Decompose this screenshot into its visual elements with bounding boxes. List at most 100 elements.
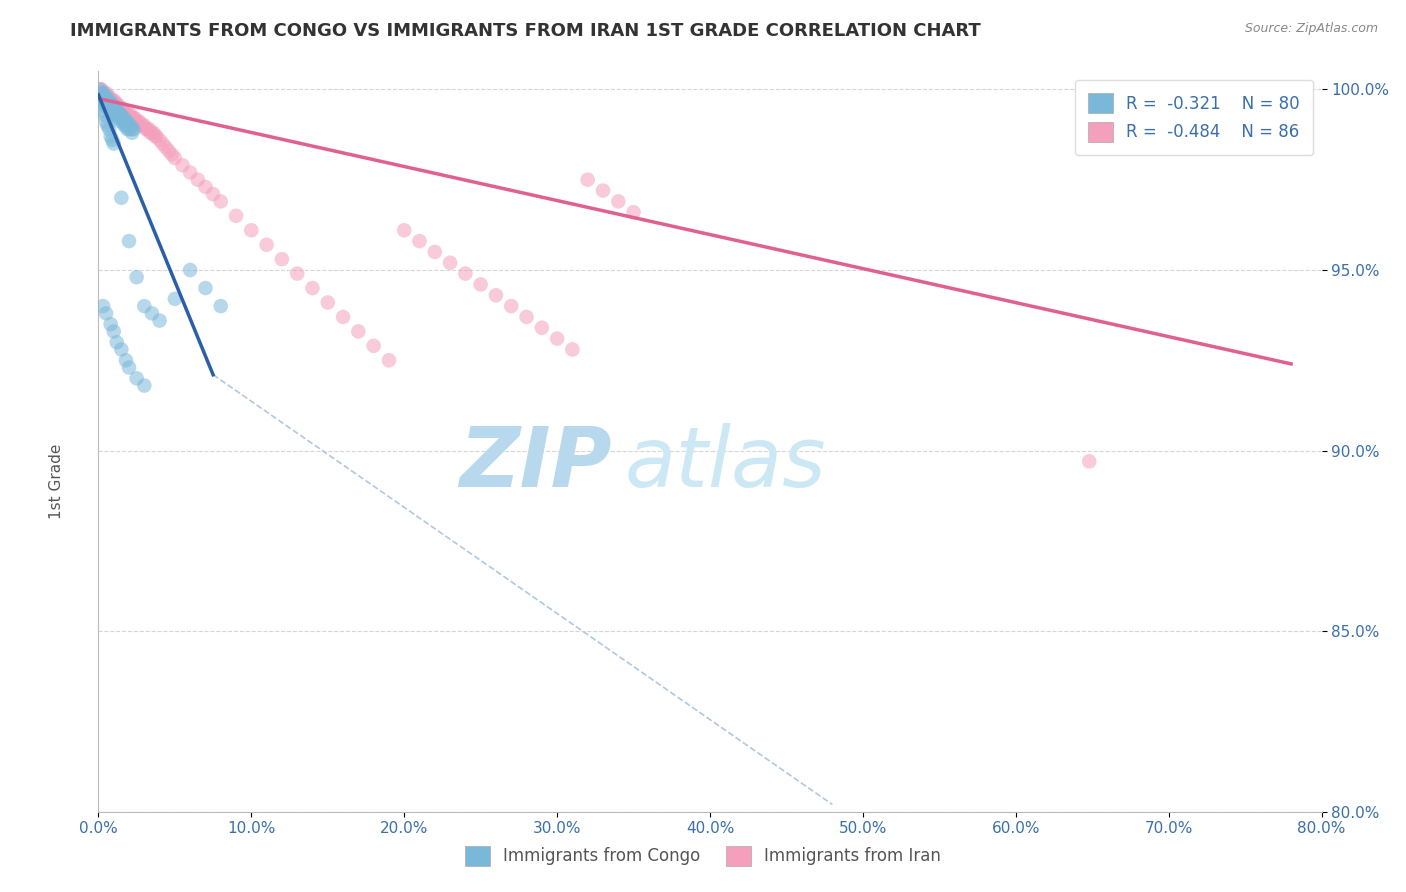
Text: Source: ZipAtlas.com: Source: ZipAtlas.com <box>1244 22 1378 36</box>
Point <box>100 129 122 144</box>
Point <box>115 115 138 129</box>
Point <box>93 86 115 100</box>
Point <box>90 86 112 100</box>
Point <box>98 89 121 103</box>
Point <box>93 93 115 107</box>
Point <box>98 122 121 136</box>
Point <box>111 104 134 119</box>
Point <box>225 209 247 223</box>
Point <box>108 100 131 114</box>
Point <box>516 310 538 324</box>
Point <box>470 277 492 292</box>
Point <box>107 104 129 119</box>
Point <box>108 112 131 126</box>
Point <box>107 112 129 126</box>
Point <box>120 108 142 122</box>
Point <box>101 96 124 111</box>
Point <box>93 108 115 122</box>
Point <box>97 89 120 103</box>
Point <box>179 165 201 179</box>
Point <box>100 100 122 114</box>
Point <box>160 147 183 161</box>
Point <box>138 122 160 136</box>
Point <box>100 317 122 331</box>
Point <box>110 115 132 129</box>
Point <box>125 371 148 385</box>
Point <box>89 82 111 96</box>
Point <box>97 100 120 114</box>
Point <box>607 194 630 209</box>
Point <box>163 292 186 306</box>
Point <box>103 100 125 114</box>
Point <box>89 89 111 103</box>
Point <box>101 93 124 107</box>
Point <box>103 96 125 111</box>
Point <box>124 112 146 126</box>
Point <box>105 96 128 111</box>
Point <box>194 281 217 295</box>
Point <box>105 108 128 122</box>
Point <box>530 320 553 334</box>
Point <box>94 86 117 100</box>
Point <box>117 122 139 136</box>
Point <box>408 234 430 248</box>
Point <box>108 108 131 122</box>
Point <box>592 184 614 198</box>
Point <box>485 288 508 302</box>
Point <box>121 112 143 126</box>
Point <box>103 136 125 151</box>
Point <box>157 144 180 158</box>
Point <box>576 172 599 186</box>
Point <box>104 100 127 114</box>
Point <box>209 299 232 313</box>
Point <box>118 108 141 122</box>
Legend: R =  -0.321    N = 80, R =  -0.484    N = 86: R = -0.321 N = 80, R = -0.484 N = 86 <box>1074 79 1313 155</box>
Point <box>125 270 148 285</box>
Text: IMMIGRANTS FROM CONGO VS IMMIGRANTS FROM IRAN 1ST GRADE CORRELATION CHART: IMMIGRANTS FROM CONGO VS IMMIGRANTS FROM… <box>70 22 981 40</box>
Point <box>187 172 209 186</box>
Point <box>104 96 127 111</box>
Point <box>115 119 138 133</box>
Point <box>110 100 132 114</box>
Point <box>118 360 141 375</box>
Point <box>110 108 132 122</box>
Point <box>101 133 124 147</box>
Point <box>142 126 165 140</box>
Point <box>115 108 138 122</box>
Point <box>94 115 117 129</box>
Point <box>94 93 117 107</box>
Point <box>117 108 139 122</box>
Point <box>378 353 401 368</box>
Point <box>101 104 124 119</box>
Point <box>122 122 145 136</box>
Point <box>105 335 128 350</box>
Point <box>111 112 134 126</box>
Point <box>97 89 120 103</box>
Point <box>139 126 162 140</box>
Point <box>423 244 446 259</box>
Text: 1st Grade: 1st Grade <box>49 444 63 519</box>
Point <box>149 133 172 147</box>
Point <box>316 295 339 310</box>
Point <box>97 93 120 107</box>
Point <box>202 187 225 202</box>
Point <box>363 339 385 353</box>
Point <box>115 353 138 368</box>
Point <box>118 234 141 248</box>
Point <box>623 205 645 219</box>
Point <box>90 96 112 111</box>
Point <box>112 104 135 119</box>
Point <box>149 313 172 327</box>
Point <box>91 104 114 119</box>
Point <box>94 89 117 103</box>
Point <box>105 100 128 114</box>
Point <box>97 96 120 111</box>
Point <box>128 115 150 129</box>
Point <box>111 115 134 129</box>
Point <box>121 122 143 136</box>
Point <box>121 126 143 140</box>
Point <box>97 119 120 133</box>
Point <box>501 299 523 313</box>
Point <box>93 89 115 103</box>
Point <box>256 237 278 252</box>
